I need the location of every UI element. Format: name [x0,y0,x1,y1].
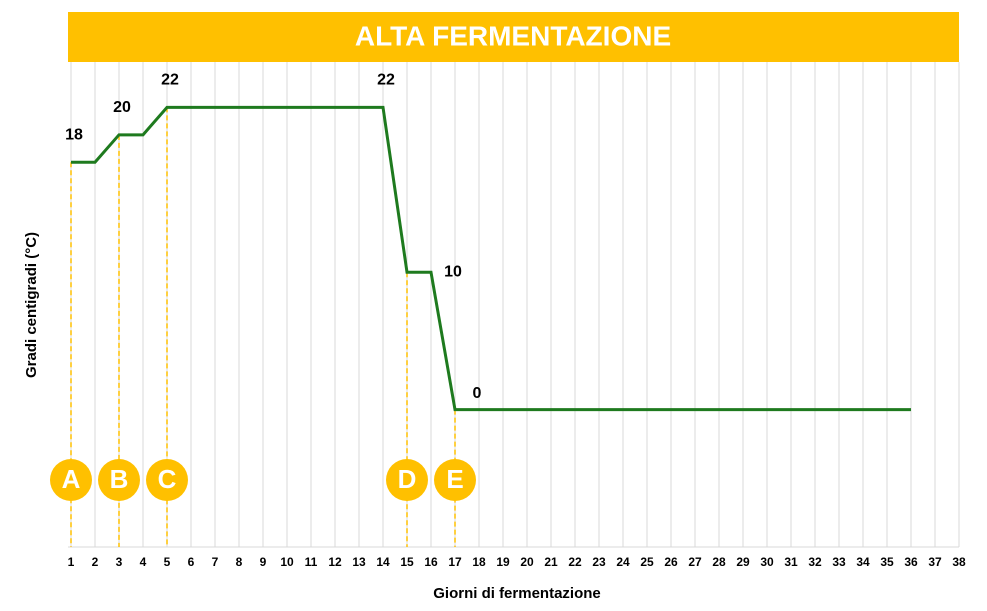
x-tick-label: 15 [400,555,414,569]
x-tick-label: 24 [616,555,630,569]
x-tick-label: 33 [832,555,846,569]
marker-circle [434,459,476,501]
x-tick-label: 6 [188,555,195,569]
marker-label: C [158,464,177,494]
x-tick-label: 1 [68,555,75,569]
data-label: 0 [473,385,482,402]
marker-label: E [446,464,463,494]
x-tick-label: 31 [784,555,798,569]
x-tick-label: 23 [592,555,606,569]
x-tick-label: 37 [928,555,942,569]
data-label: 10 [444,263,462,280]
marker-circle [146,459,188,501]
marker-circle [98,459,140,501]
x-tick-label: 35 [880,555,894,569]
x-tick-label: 8 [236,555,243,569]
x-tick-label: 9 [260,555,267,569]
x-tick-label: 11 [305,555,318,569]
x-tick-label: 34 [856,555,870,569]
data-line [71,105,911,412]
x-tick-label: 21 [544,555,558,569]
x-tick-label: 29 [736,555,750,569]
x-tick-label: 27 [688,555,702,569]
x-tick-label: 4 [140,555,147,569]
x-tick-label: 5 [164,555,171,569]
chart-title: ALTA FERMENTAZIONE [355,20,671,51]
x-tick-label: 10 [280,555,294,569]
x-tick-label: 36 [904,555,918,569]
x-tick-label: 30 [760,555,774,569]
marker-label: B [110,464,129,494]
x-tick-label: 18 [472,555,486,569]
data-label: 18 [65,127,83,144]
x-axis-label: Giorni di fermentazione [433,585,601,602]
x-tick-label: 17 [448,555,462,569]
x-tick-label: 22 [568,555,582,569]
marker-circle [50,459,92,501]
x-tick-label: 19 [496,555,510,569]
y-axis-label: Gradi centigradi (°C) [23,232,40,378]
x-tick-label: 14 [376,555,390,569]
x-tick-label: 3 [116,555,123,569]
x-tick-label: 32 [808,555,822,569]
x-tick-label: 28 [712,555,726,569]
x-tick-label: 16 [424,555,438,569]
x-tick-label: 38 [952,555,966,569]
x-tick-label: 12 [328,555,342,569]
marker-label: D [398,464,417,494]
x-tick-label: 26 [664,555,678,569]
x-tick-label: 20 [520,555,534,569]
marker-circle [386,459,428,501]
data-label: 22 [377,72,395,89]
x-tick-label: 7 [212,555,219,569]
data-label: 20 [113,99,131,116]
title-banner [68,12,959,62]
x-tick-label: 25 [640,555,654,569]
x-tick-label: 13 [352,555,366,569]
marker-label: A [62,464,81,494]
x-tick-label: 2 [92,555,99,569]
data-label: 22 [161,72,179,89]
